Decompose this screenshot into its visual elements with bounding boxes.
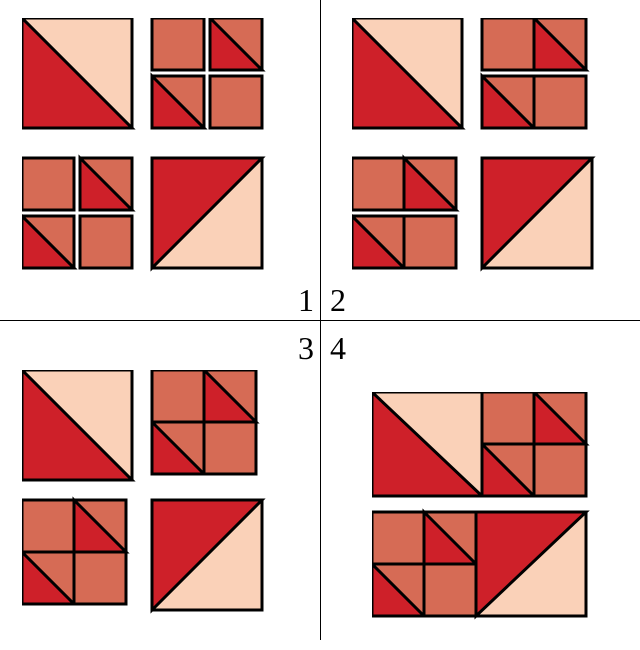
q3-row2-big-hst xyxy=(152,500,262,610)
label-q4: 4 xyxy=(330,330,346,367)
label-q2: 2 xyxy=(330,282,346,319)
q4-row2 xyxy=(372,512,586,616)
q2-row2-smalls xyxy=(352,158,456,268)
panel-2 xyxy=(352,18,632,298)
q2-row1-big-hst xyxy=(352,18,462,128)
q1-row1-smalls xyxy=(152,18,262,128)
q3-row2-smalls xyxy=(22,500,126,604)
q1-row2-big-hst xyxy=(152,158,262,268)
panel-3 xyxy=(22,370,302,650)
q2-row1-smalls xyxy=(482,18,586,128)
q2-row2-big-hst xyxy=(482,158,592,268)
q1-row2-smalls xyxy=(22,158,132,268)
panel-4 xyxy=(372,392,632,632)
q3-row1-big-hst xyxy=(22,370,132,480)
q4-row1 xyxy=(372,392,586,496)
panel-1 xyxy=(22,18,302,298)
q3-row1-smalls xyxy=(152,370,256,474)
label-q3: 3 xyxy=(298,330,314,367)
q1-row1-big-hst xyxy=(22,18,132,128)
horizontal-divider xyxy=(0,320,640,321)
